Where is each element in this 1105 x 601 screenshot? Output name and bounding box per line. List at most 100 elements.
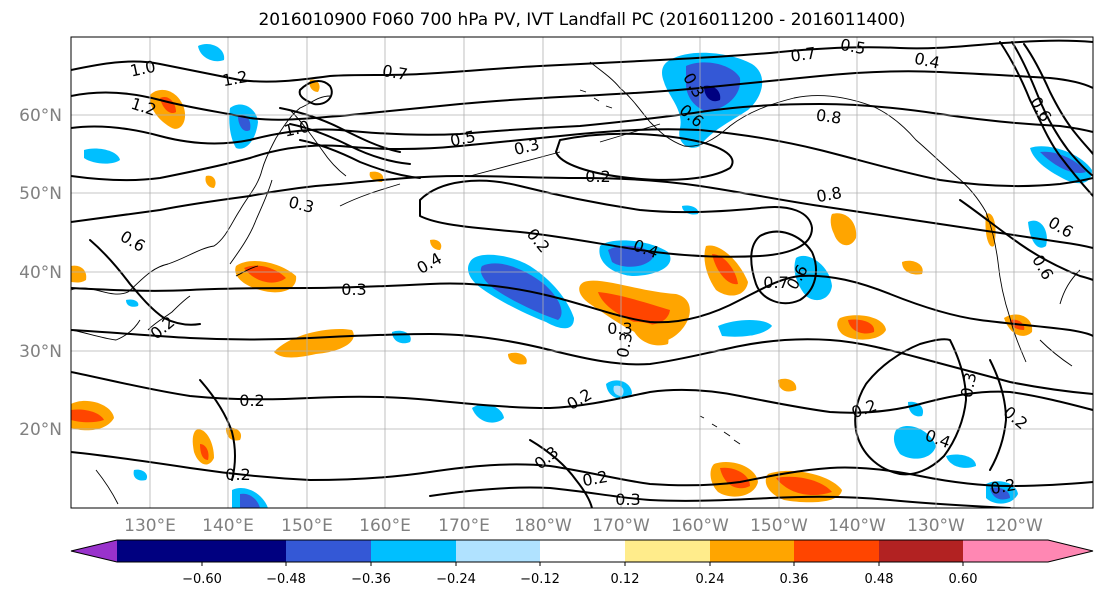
colorbar-bin	[117, 540, 202, 562]
colorbar-tick-label: −0.24	[436, 572, 476, 587]
colorbar-bin	[625, 540, 710, 562]
na-coastline	[1039, 269, 1081, 367]
lon-label: 170°W	[592, 516, 650, 536]
contour-label: 0.2	[581, 467, 609, 490]
contour-line	[1023, 43, 1093, 155]
colorbar-tick-label: −0.12	[520, 572, 560, 587]
pv-negative-region	[704, 85, 721, 102]
contour-line	[1011, 41, 1093, 177]
colorbar-tick-label: 0.12	[611, 572, 640, 587]
pv-negative-region	[472, 404, 504, 423]
hawaii-islands	[699, 415, 741, 445]
contour-label: 1.0	[128, 57, 157, 81]
lat-label: 40°N	[19, 263, 62, 283]
contour-label: 0.3	[341, 280, 366, 299]
lon-label: 160°E	[359, 516, 411, 536]
colorbar-ticks	[201, 562, 964, 566]
map-panel: 1.0 1.2 1.2 1.0 0.7 0.5 0.3 0.5 0.7 0.4 …	[70, 35, 1094, 509]
lon-label: 170°E	[438, 516, 490, 536]
pv-positive-region	[830, 213, 857, 246]
pv-positive-region	[720, 467, 750, 489]
colorbar-tick-label: 0.36	[780, 572, 809, 587]
contour-line	[529, 439, 593, 508]
lat-label: 20°N	[19, 420, 62, 440]
contour-label: 0.3	[615, 490, 640, 509]
pv-positive-region	[902, 260, 923, 275]
contour-line	[89, 239, 201, 326]
contour-line	[750, 230, 817, 305]
colorbar-bin	[371, 540, 456, 562]
lon-label: 180°W	[514, 516, 572, 536]
kamchatka-coastline	[289, 109, 347, 177]
contour-line	[298, 80, 333, 106]
contour-line	[429, 486, 1011, 508]
pv-positive-region	[630, 321, 669, 346]
map-border	[70, 36, 1094, 509]
lon-label: 150°E	[281, 516, 333, 536]
colorbar-tick-label: 0.24	[696, 572, 725, 587]
longitude-labels: 130°E 140°E 150°E 160°E 170°E 180°W 170°…	[124, 516, 1043, 536]
contour-label: 0.7	[789, 43, 817, 65]
contour-line	[999, 41, 1093, 197]
colorbar-extend-high	[1048, 540, 1093, 562]
pv-negative-region	[1028, 220, 1047, 248]
pv-positive-region	[778, 378, 797, 392]
colorbar-extend-low	[71, 540, 117, 562]
contour-label: 0.4	[913, 49, 942, 73]
latitude-labels: 60°N 50°N 40°N 30°N 20°N	[19, 106, 62, 440]
pv-positive-region	[776, 476, 832, 496]
colorbar-bin	[963, 540, 1048, 562]
contour-line	[71, 274, 1093, 337]
pv-negative-region	[893, 425, 936, 459]
colorbar-tick-label: −0.36	[351, 572, 391, 587]
contour-label: 0.2	[585, 167, 610, 186]
colorbar-outline	[70, 539, 1094, 563]
figure-title: 2016010900 F060 700 hPa PV, IVT Landfall…	[258, 10, 905, 30]
contour-label: 0.5	[839, 35, 867, 58]
contour-line	[199, 379, 236, 481]
colorbar-bin	[540, 540, 625, 562]
contour-line	[989, 359, 1007, 471]
pv-negative-region	[84, 148, 120, 164]
lon-label: 160°W	[671, 516, 729, 536]
contour-line	[71, 70, 1093, 121]
pv-positive-region	[71, 265, 87, 283]
contour-label: 0.2	[239, 391, 264, 410]
pv-negative-region	[198, 43, 225, 62]
pv-positive-region	[598, 292, 670, 325]
colorbar-tick-label: −0.60	[182, 572, 222, 587]
contour-label: 0.2	[989, 475, 1017, 498]
lon-label: 130°W	[907, 516, 965, 536]
lat-label: 50°N	[19, 184, 62, 204]
pv-negative-region	[990, 487, 1010, 500]
lon-label: 140°E	[202, 516, 254, 536]
lon-label: 140°W	[828, 516, 886, 536]
colorbar-tick-label: 0.60	[949, 572, 978, 587]
pv-positive-region	[244, 265, 286, 283]
colorbar-bin	[879, 540, 963, 562]
colorbar-bin	[456, 540, 540, 562]
pv-contours	[71, 39, 1093, 508]
pv-negative-region	[946, 454, 976, 468]
pv-positive-region	[205, 175, 216, 188]
pv-negative-region	[240, 493, 260, 508]
lat-label: 30°N	[19, 342, 62, 362]
contour-line	[71, 128, 1093, 188]
colorbar-tick-label: 0.48	[865, 572, 894, 587]
contour-label: 0.8	[815, 183, 843, 206]
contour-line	[555, 132, 734, 181]
korea-china-coastline	[71, 319, 141, 505]
colorbar-bin	[794, 540, 879, 562]
pv-negative-region	[1040, 151, 1086, 174]
lat-label: 60°N	[19, 106, 62, 126]
contour-label: 1.0	[282, 117, 311, 141]
pv-negative-region	[480, 263, 562, 320]
contour-label: 0.3	[957, 371, 980, 399]
asia-coastline	[71, 95, 331, 295]
pv-positive-region	[226, 427, 242, 441]
pv-negative-region	[238, 114, 251, 132]
pv-positive-region	[71, 409, 104, 423]
pv-positive-region	[848, 319, 875, 334]
contour-line	[419, 179, 813, 258]
pv-positive-region	[430, 239, 442, 250]
